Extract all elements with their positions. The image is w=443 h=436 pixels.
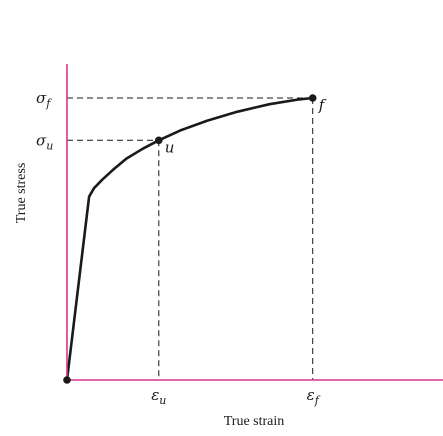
point-label-u: u [165,138,175,156]
point-f [308,94,317,102]
point-label-f: f [318,96,327,114]
point-markers: uf [63,94,327,384]
dashed-guide-lines [67,97,314,380]
x-tick-label-f: εf [307,386,321,407]
y-tick-label-f: σf [36,89,52,110]
y-axis-label: True stress [14,163,29,224]
true-stress-strain-curve [65,96,314,382]
tick-labels: εu εf σu σf [36,89,321,407]
point-u [155,136,163,145]
y-tick-label-u: σu [36,131,53,152]
x-axis-label: True strain [224,414,285,429]
x-tick-label-u: εu [151,386,166,407]
origin-point [63,376,71,384]
